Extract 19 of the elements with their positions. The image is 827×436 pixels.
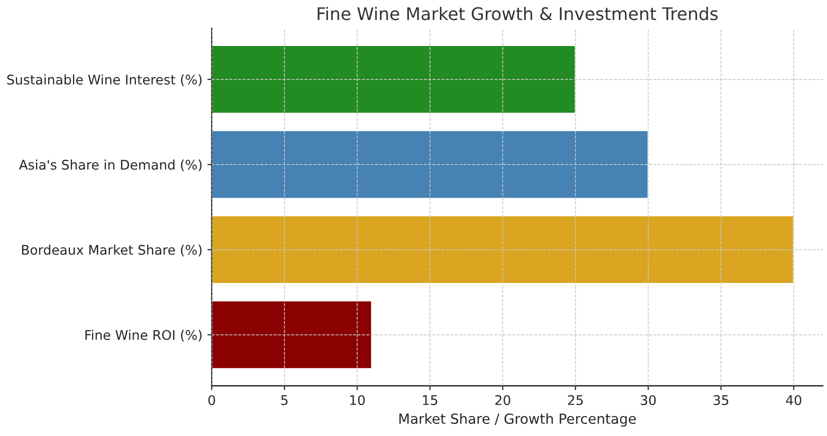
x-axis-title: Market Share / Growth Percentage <box>399 413 636 427</box>
x-tick-label: 5 <box>281 395 288 406</box>
y-tick-label: Bordeaux Market Share (%) <box>22 244 202 256</box>
bar <box>212 214 794 284</box>
y-tick-label: Sustainable Wine Interest (%) <box>7 74 202 86</box>
y-tick-label: Fine Wine ROI (%) <box>85 330 202 342</box>
x-tick-label: 25 <box>568 395 583 406</box>
x-tick-label: 15 <box>423 395 438 406</box>
x-tick-label: 35 <box>714 395 728 406</box>
x-tick-label: 20 <box>495 395 510 406</box>
x-tick-label: 10 <box>350 395 365 406</box>
bar <box>212 300 372 370</box>
bar <box>212 130 649 200</box>
chart-title: Fine Wine Market Growth & Investment Trends <box>318 6 718 20</box>
x-tick-label: 30 <box>640 395 656 406</box>
bar <box>212 44 576 114</box>
x-tick-label: 40 <box>786 395 802 406</box>
x-tick-label: 0 <box>208 395 216 406</box>
y-tick-label: Asia's Share in Demand (%) <box>18 160 202 172</box>
